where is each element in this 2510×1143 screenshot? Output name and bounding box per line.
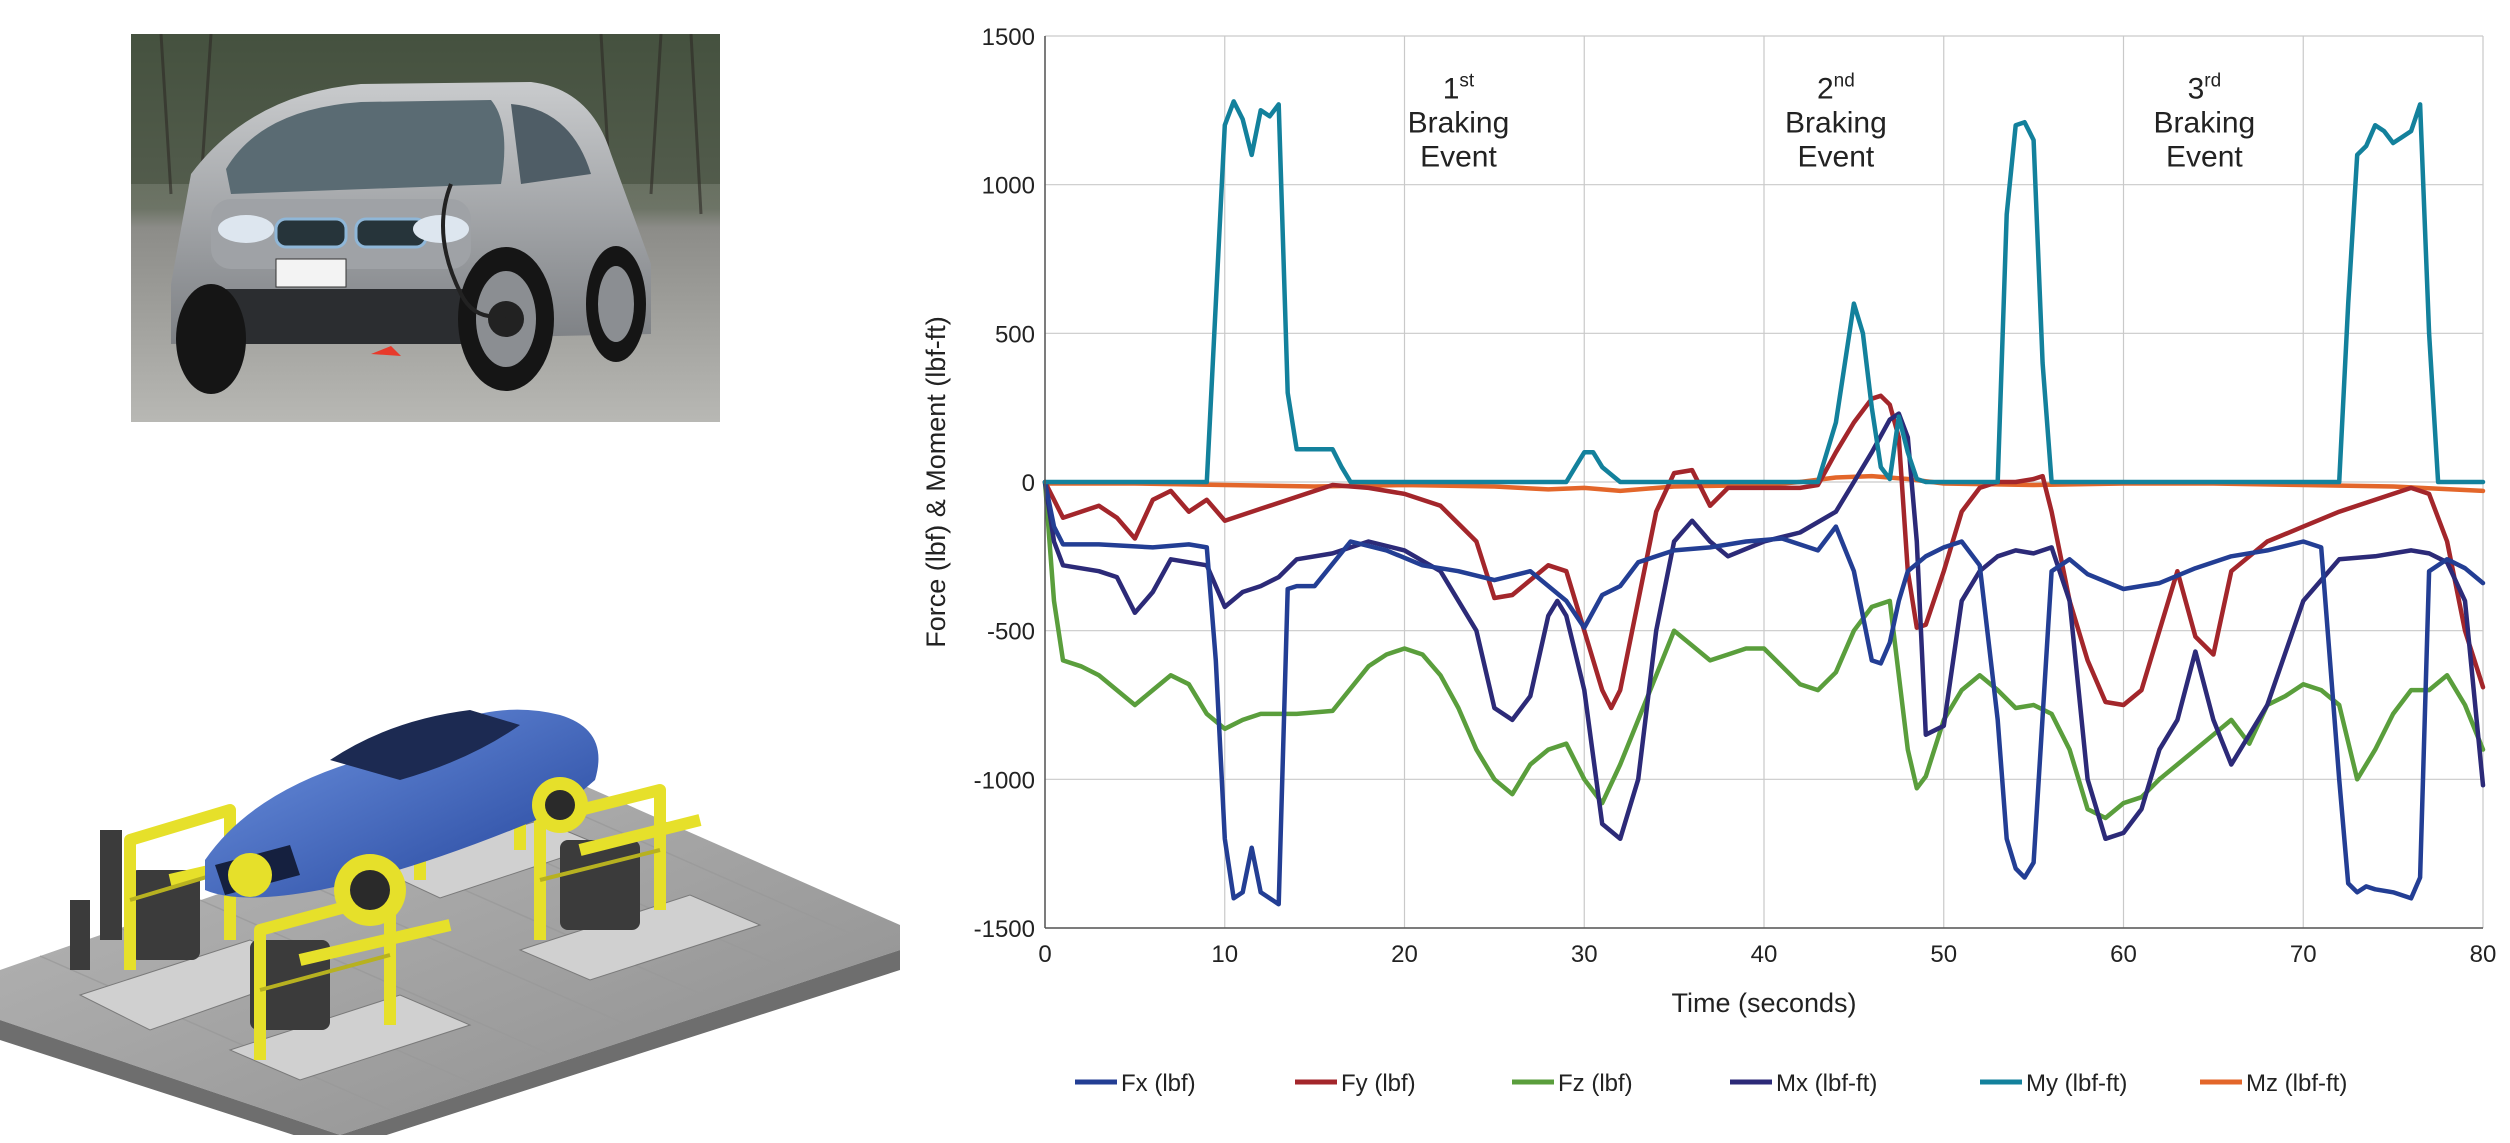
y-tick-label: -1500: [974, 916, 1035, 943]
annotation-line-2: Braking: [1408, 106, 1510, 139]
x-tick-label: 40: [1751, 941, 1778, 968]
y-tick-label: 500: [995, 321, 1035, 348]
annotation-line-2: Braking: [1785, 106, 1887, 139]
annotation-superscript: nd: [1834, 70, 1855, 91]
legend-label: Mx (lbf-ft): [1776, 1070, 1877, 1097]
y-tick-label: -500: [987, 619, 1035, 646]
annotation-line-1: 3rd: [2188, 70, 2222, 105]
x-tick-label: 20: [1391, 941, 1418, 968]
x-tick-label: 50: [1930, 941, 1957, 968]
car-photo: [131, 34, 720, 422]
annotation-line-2: Braking: [2154, 106, 2256, 139]
legend: Fx (lbf) Fy (lbf) Fz (lbf) Mx (lbf-ft) My (l…: [1075, 1070, 2347, 1097]
legend-label: Mz (lbf-ft): [2246, 1070, 2347, 1097]
legend-label: Fx (lbf): [1121, 1070, 1196, 1097]
y-tick-label: 1500: [982, 24, 1035, 51]
annotation-line-3: Event: [1798, 140, 1875, 173]
legend-item: Mz (lbf-ft): [2200, 1070, 2347, 1097]
x-tick-label: 30: [1571, 941, 1598, 968]
annotation-line-3: Event: [1420, 140, 1497, 173]
series-line-my: [1042, 99, 2486, 485]
y-axis-title: Force (lbf) & Moment (lbf-ft): [921, 316, 951, 648]
y-tick-label: -1000: [974, 767, 1035, 794]
series-line-fy: [1042, 393, 2486, 711]
series-line-mx: [1042, 411, 2486, 842]
legend-item: Fy (lbf): [1295, 1070, 1416, 1097]
tick-labels: 0 10 20 30 40 50 60 70 80 1500 1000 500 0 -500 -1000 -1…: [974, 24, 2497, 968]
annotation-ordinal: 1: [1443, 72, 1460, 105]
annotation-line-1: 1st: [1443, 70, 1475, 105]
legend-item: Fz (lbf): [1512, 1070, 1633, 1097]
x-axis-title: Time (seconds): [1671, 988, 1856, 1018]
x-tick-label: 10: [1211, 941, 1238, 968]
legend-item: Mx (lbf-ft): [1730, 1070, 1877, 1097]
legend-item: Fx (lbf): [1075, 1070, 1196, 1097]
legend-label: Fy (lbf): [1341, 1070, 1416, 1097]
series-line-fx: [1042, 479, 2486, 907]
x-tick-label: 60: [2110, 941, 2137, 968]
annotation-superscript: st: [1459, 70, 1475, 91]
annotation-ordinal: 2: [1817, 72, 1834, 105]
x-tick-label: 70: [2290, 941, 2317, 968]
annotation-line-1: 2nd: [1817, 70, 1855, 105]
test-rig-render: [0, 709, 900, 1135]
annotation-superscript: rd: [2204, 70, 2221, 91]
legend-label: My (lbf-ft): [2026, 1070, 2127, 1097]
force-moment-chart: 0 10 20 30 40 50 60 70 80 1500 1000 500 0 -500 -1000 -1…: [921, 24, 2497, 1097]
y-tick-label: 0: [1022, 470, 1035, 497]
axes: [1044, 36, 2483, 929]
legend-label: Fz (lbf): [1558, 1070, 1633, 1097]
braking-event-annotations: 1stBrakingEvent2ndBrakingEvent3rdBraking…: [1408, 70, 2256, 173]
annotation-line-3: Event: [2166, 140, 2243, 173]
legend-item: My (lbf-ft): [1980, 1070, 2127, 1097]
x-tick-label: 80: [2470, 941, 2497, 968]
x-tick-label: 0: [1038, 941, 1051, 968]
y-tick-label: 1000: [982, 173, 1035, 200]
series-layer: [1042, 99, 2486, 907]
annotation-ordinal: 3: [2188, 72, 2205, 105]
